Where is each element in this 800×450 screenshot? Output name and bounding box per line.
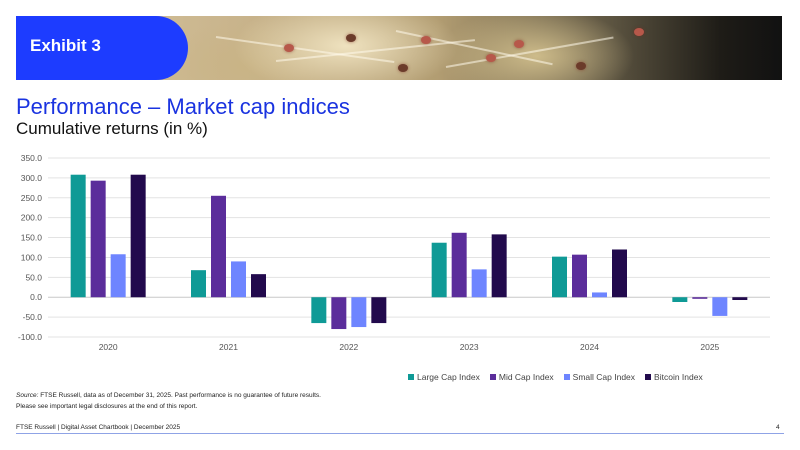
bar-bitcoin-index-2023	[491, 234, 507, 298]
legend-item: Large Cap Index	[408, 372, 480, 382]
bar-large-cap-index-2024	[552, 256, 567, 298]
y-tick-label: -100.0	[18, 332, 42, 342]
x-tick-label: 2021	[219, 342, 238, 352]
source-label: Source:	[16, 392, 39, 399]
legend-label: Mid Cap Index	[498, 372, 554, 382]
legend-item: Small Cap Index	[563, 372, 636, 382]
bar-mid-cap-index-2022	[331, 297, 347, 330]
x-tick-label: 2022	[339, 342, 358, 352]
y-tick-label: 0.0	[30, 292, 42, 302]
bar-large-cap-index-2020	[70, 174, 86, 298]
legend-label: Large Cap Index	[417, 372, 480, 382]
bar-mid-cap-index-2023	[451, 232, 467, 298]
y-tick-label: 150.0	[21, 233, 43, 243]
legend-label: Bitcoin Index	[654, 372, 703, 382]
bar-bitcoin-index-2022	[371, 297, 387, 324]
exhibit-label: Exhibit 3	[30, 36, 101, 55]
bar-large-cap-index-2025	[672, 297, 688, 302]
bar-small-cap-index-2025	[712, 297, 728, 316]
x-tick-label: 2020	[99, 342, 118, 352]
bar-small-cap-index-2021	[231, 261, 246, 298]
bar-small-cap-index-2024	[592, 292, 607, 298]
page-subtitle: Cumulative returns (in %)	[16, 119, 208, 138]
bar-mid-cap-index-2024	[572, 254, 587, 298]
bar-mid-cap-index-2020	[90, 180, 106, 298]
legend-item: Bitcoin Index	[645, 372, 703, 382]
page-number: 4	[776, 424, 780, 431]
y-tick-label: 350.0	[21, 153, 43, 163]
exhibit-tab	[16, 16, 188, 80]
bar-bitcoin-index-2021	[251, 274, 266, 298]
legend-item: Mid Cap Index	[489, 372, 554, 382]
y-tick-label: 100.0	[21, 252, 43, 262]
y-tick-label: -50.0	[23, 312, 43, 322]
y-tick-label: 250.0	[21, 193, 43, 203]
footer-text: FTSE Russell | Digital Asset Chartbook |…	[16, 424, 181, 431]
footer-divider	[16, 433, 784, 434]
bar-chart: 350.0 300.0 250.0 200.0 150.0 100.0 50.0 0.0 -50…	[18, 153, 770, 352]
x-tick-label: 2024	[580, 342, 599, 352]
bar-mid-cap-index-2021	[211, 195, 226, 298]
legend-swatch	[408, 374, 414, 380]
bar-bitcoin-index-2020	[130, 174, 146, 298]
x-tick-label: 2023	[460, 342, 479, 352]
disclosure-text: Please see important legal disclosures a…	[16, 403, 198, 410]
y-tick-label: 200.0	[21, 213, 43, 223]
bar-large-cap-index-2023	[431, 242, 447, 298]
bar-bitcoin-index-2025	[732, 297, 748, 301]
legend-swatch	[563, 374, 570, 380]
y-tick-label: 50.0	[25, 272, 42, 282]
bar-bitcoin-index-2024	[612, 249, 627, 298]
bar-small-cap-index-2020	[110, 254, 126, 298]
source-note: Source: FTSE Russell, data as of Decembe…	[16, 390, 321, 412]
source-text: FTSE Russell, data as of December 31, 20…	[38, 392, 321, 399]
bar-small-cap-index-2023	[471, 269, 487, 298]
bar-large-cap-index-2022	[311, 297, 327, 324]
y-tick-label: 300.0	[21, 173, 43, 183]
legend-swatch	[645, 374, 652, 380]
x-tick-label: 2025	[700, 342, 719, 352]
chart-legend: Large Cap Index Mid Cap Index Small Cap In…	[408, 372, 703, 382]
bar-large-cap-index-2021	[191, 270, 206, 298]
legend-swatch	[489, 374, 496, 380]
bar-mid-cap-index-2025	[692, 297, 708, 299]
page-title: Performance – Market cap indices	[16, 94, 350, 119]
bar-small-cap-index-2022	[351, 297, 367, 328]
legend-label: Small Cap Index	[572, 372, 636, 382]
